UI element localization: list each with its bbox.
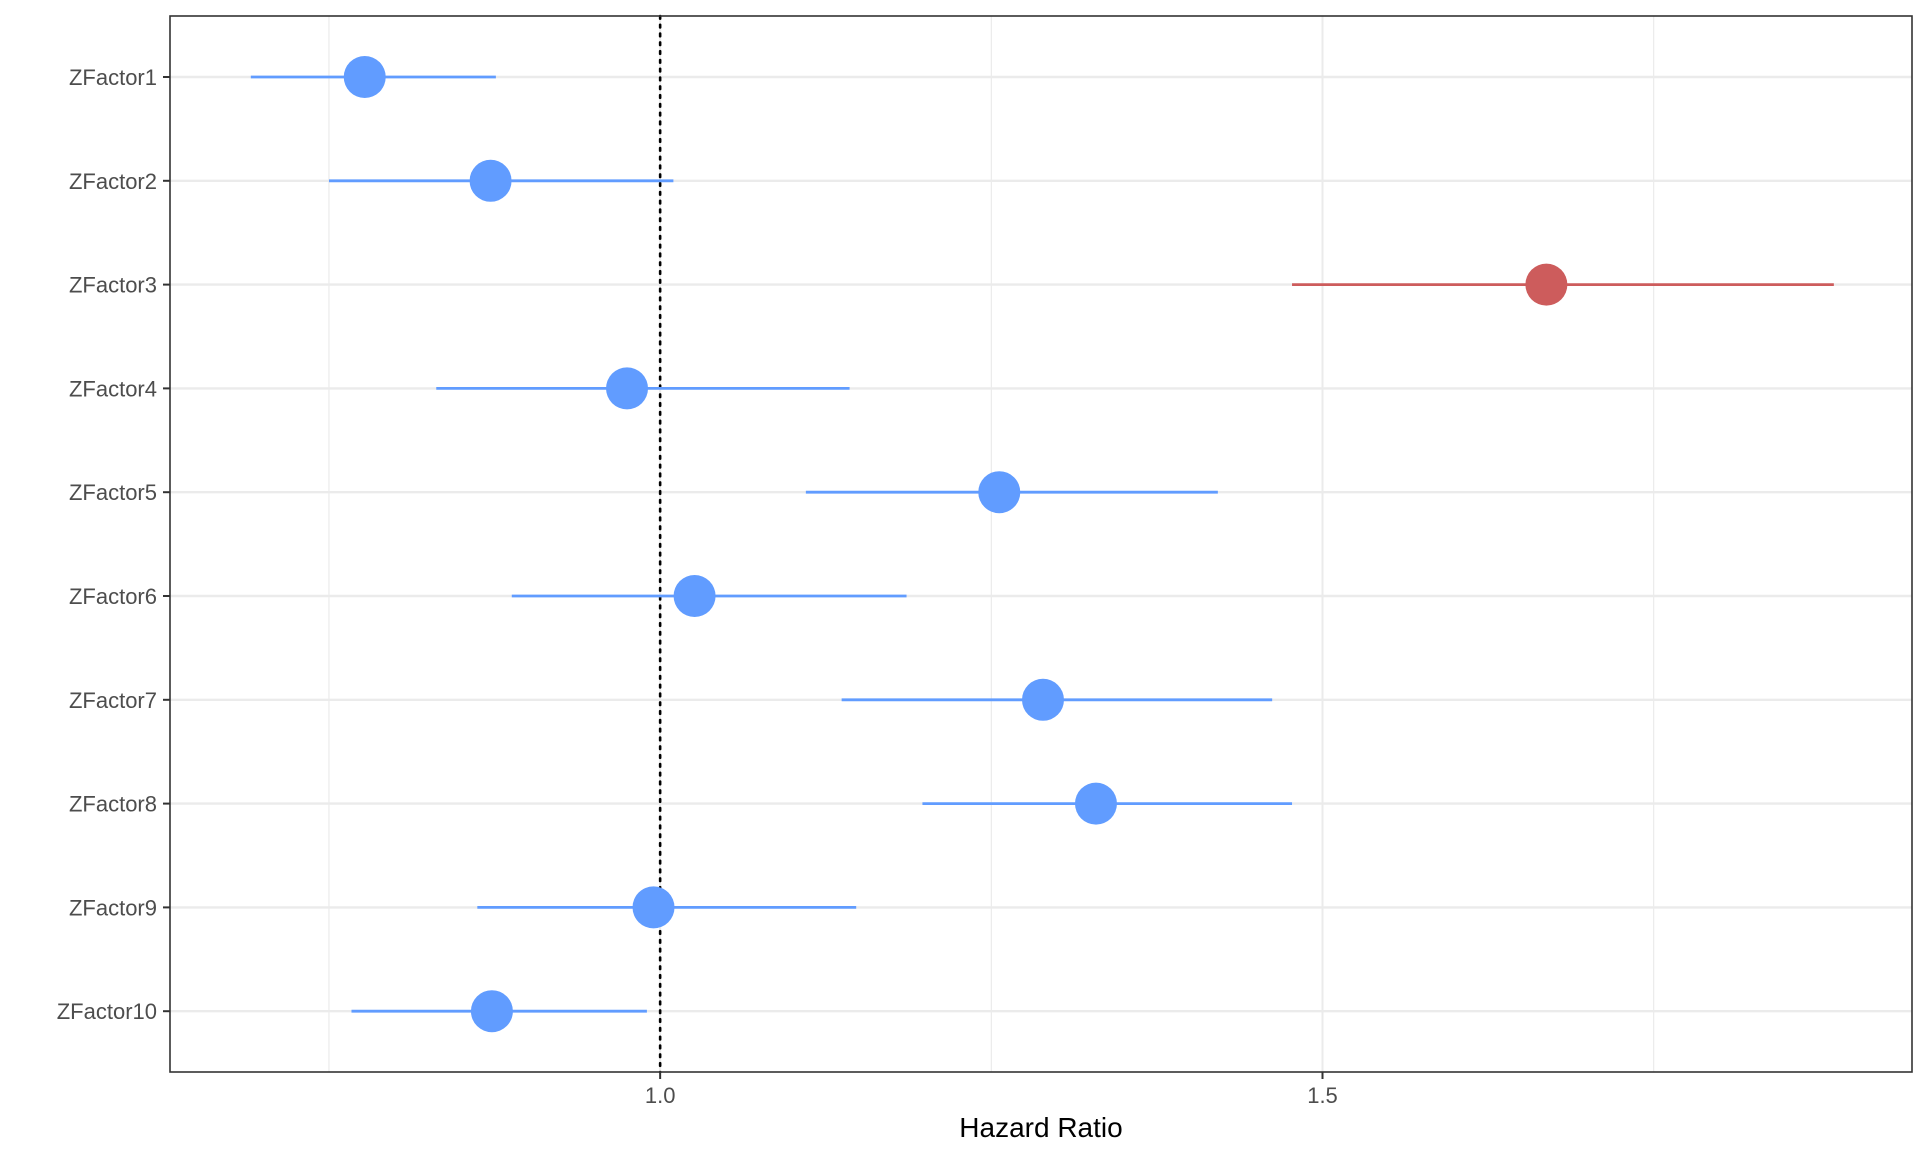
hazard-ratio-point xyxy=(343,56,386,98)
y-tick-label: ZFactor4 xyxy=(69,376,157,401)
hazard-ratio-point xyxy=(1021,678,1064,721)
hazard-ratio-point xyxy=(1525,263,1568,306)
hazard-ratio-point xyxy=(470,990,513,1033)
x-tick-label: 1.0 xyxy=(645,1083,676,1108)
hazard-ratio-point xyxy=(978,471,1021,514)
hazard-ratio-point xyxy=(469,159,512,202)
hazard-ratio-point xyxy=(632,886,675,929)
y-tick-label: ZFactor6 xyxy=(69,584,157,609)
y-tick-label: ZFactor8 xyxy=(69,792,157,817)
hazard-ratio-point xyxy=(673,575,716,617)
y-tick-label: ZFactor9 xyxy=(69,895,157,920)
y-tick-label: ZFactor7 xyxy=(69,688,157,713)
x-tick-label: 1.5 xyxy=(1307,1083,1338,1108)
hazard-ratio-point xyxy=(1074,782,1117,825)
y-tick-label: ZFactor1 xyxy=(69,65,157,90)
y-tick-label: ZFactor3 xyxy=(69,273,157,298)
y-tick-label: ZFactor2 xyxy=(69,169,157,194)
axis-layer: ZFactor1 ZFactor2 ZFactor3 ZFactor4 ZFactor5… xyxy=(57,65,1338,1108)
x-axis-title: Hazard Ratio xyxy=(959,1112,1122,1143)
hazard-ratio-point xyxy=(606,367,649,410)
data-layer xyxy=(250,56,1834,1033)
y-tick-label: ZFactor5 xyxy=(69,480,157,505)
panel-border xyxy=(169,15,1913,1073)
y-tick-label: ZFactor10 xyxy=(57,999,157,1024)
